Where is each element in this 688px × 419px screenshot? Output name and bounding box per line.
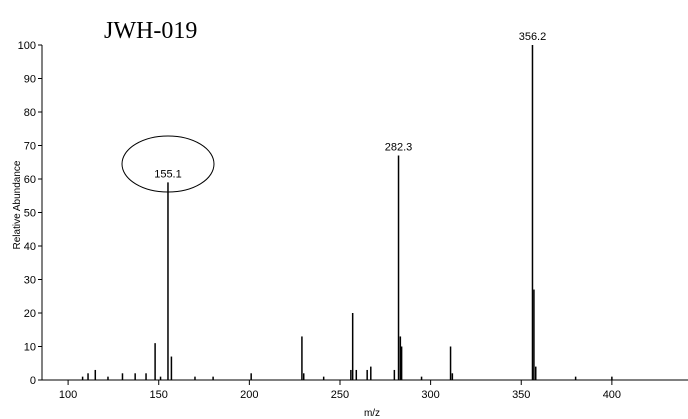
y-tick-label: 90 <box>24 74 36 86</box>
chart-title: JWH-019 <box>104 18 197 44</box>
x-tick-label: 100 <box>59 389 77 401</box>
y-tick-label: 60 <box>24 174 36 186</box>
y-tick-label: 80 <box>24 107 36 119</box>
y-tick-label: 50 <box>24 208 36 220</box>
x-tick-label: 150 <box>150 389 168 401</box>
y-tick-label: 20 <box>24 308 36 320</box>
x-tick-label: 400 <box>603 389 621 401</box>
x-tick-label: 300 <box>421 389 439 401</box>
peak-label: 356.2 <box>519 31 547 43</box>
y-tick-label: 70 <box>24 141 36 153</box>
y-tick-label: 30 <box>24 275 36 287</box>
y-tick-label: 10 <box>24 342 36 354</box>
y-axis-label: Relative Abundance <box>12 160 23 249</box>
x-tick-label: 350 <box>512 389 530 401</box>
x-tick-label: 200 <box>240 389 258 401</box>
x-tick-label: 250 <box>331 389 349 401</box>
peak-label: 282.3 <box>385 142 413 154</box>
y-tick-label: 40 <box>24 241 36 253</box>
peak-label: 155.1 <box>154 168 182 180</box>
y-tick-label: 100 <box>18 40 36 52</box>
y-tick-label: 0 <box>30 375 36 387</box>
x-axis-label: m/z <box>364 408 380 419</box>
